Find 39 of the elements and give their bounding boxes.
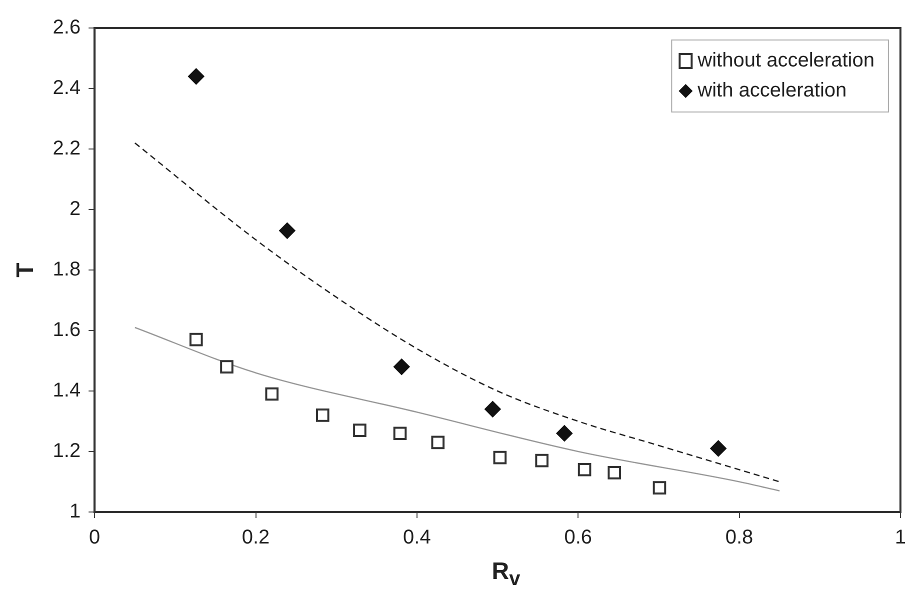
line-series (134, 326, 780, 492)
x-tick-label: 0.4 (403, 526, 431, 549)
point (393, 426, 407, 440)
y-tick-label: 2.6 (52, 16, 81, 39)
y-tick-label: 1.8 (52, 258, 81, 281)
point (652, 481, 666, 494)
x-tick-label: 1 (894, 526, 906, 549)
legend-label: with acceleration (696, 80, 847, 102)
y-tick-label: 1.2 (52, 440, 81, 462)
x-axis-title: R$_{v}$ (490, 558, 522, 591)
point (316, 408, 330, 422)
point (710, 440, 726, 456)
y-tick-label: 1.6 (52, 319, 81, 342)
point (431, 436, 445, 450)
point (220, 360, 234, 374)
x-tick-label: 0.2 (242, 526, 270, 549)
y-axis-title: T (12, 262, 40, 278)
y-tick-label: 2 (69, 198, 81, 220)
y-tick-label: 1 (69, 500, 81, 523)
x-tick-label: 0.6 (564, 526, 592, 549)
point (188, 68, 204, 84)
x-tick-label: 0.8 (725, 526, 754, 549)
point (493, 450, 507, 464)
point (608, 466, 622, 480)
x-tick-label: 0 (89, 526, 100, 549)
point (535, 454, 548, 468)
point (265, 387, 279, 401)
point (353, 424, 366, 437)
point (394, 358, 410, 375)
point (484, 401, 501, 418)
y-tick-label: 2.2 (52, 138, 81, 160)
y-tick-label: 1.4 (52, 380, 81, 402)
point (279, 222, 296, 239)
point (578, 462, 592, 476)
point (189, 332, 203, 346)
legend-label: without acceleration (696, 50, 874, 72)
point (556, 425, 572, 442)
line-series (134, 142, 780, 482)
y-tick-label: 2.4 (52, 77, 81, 100)
